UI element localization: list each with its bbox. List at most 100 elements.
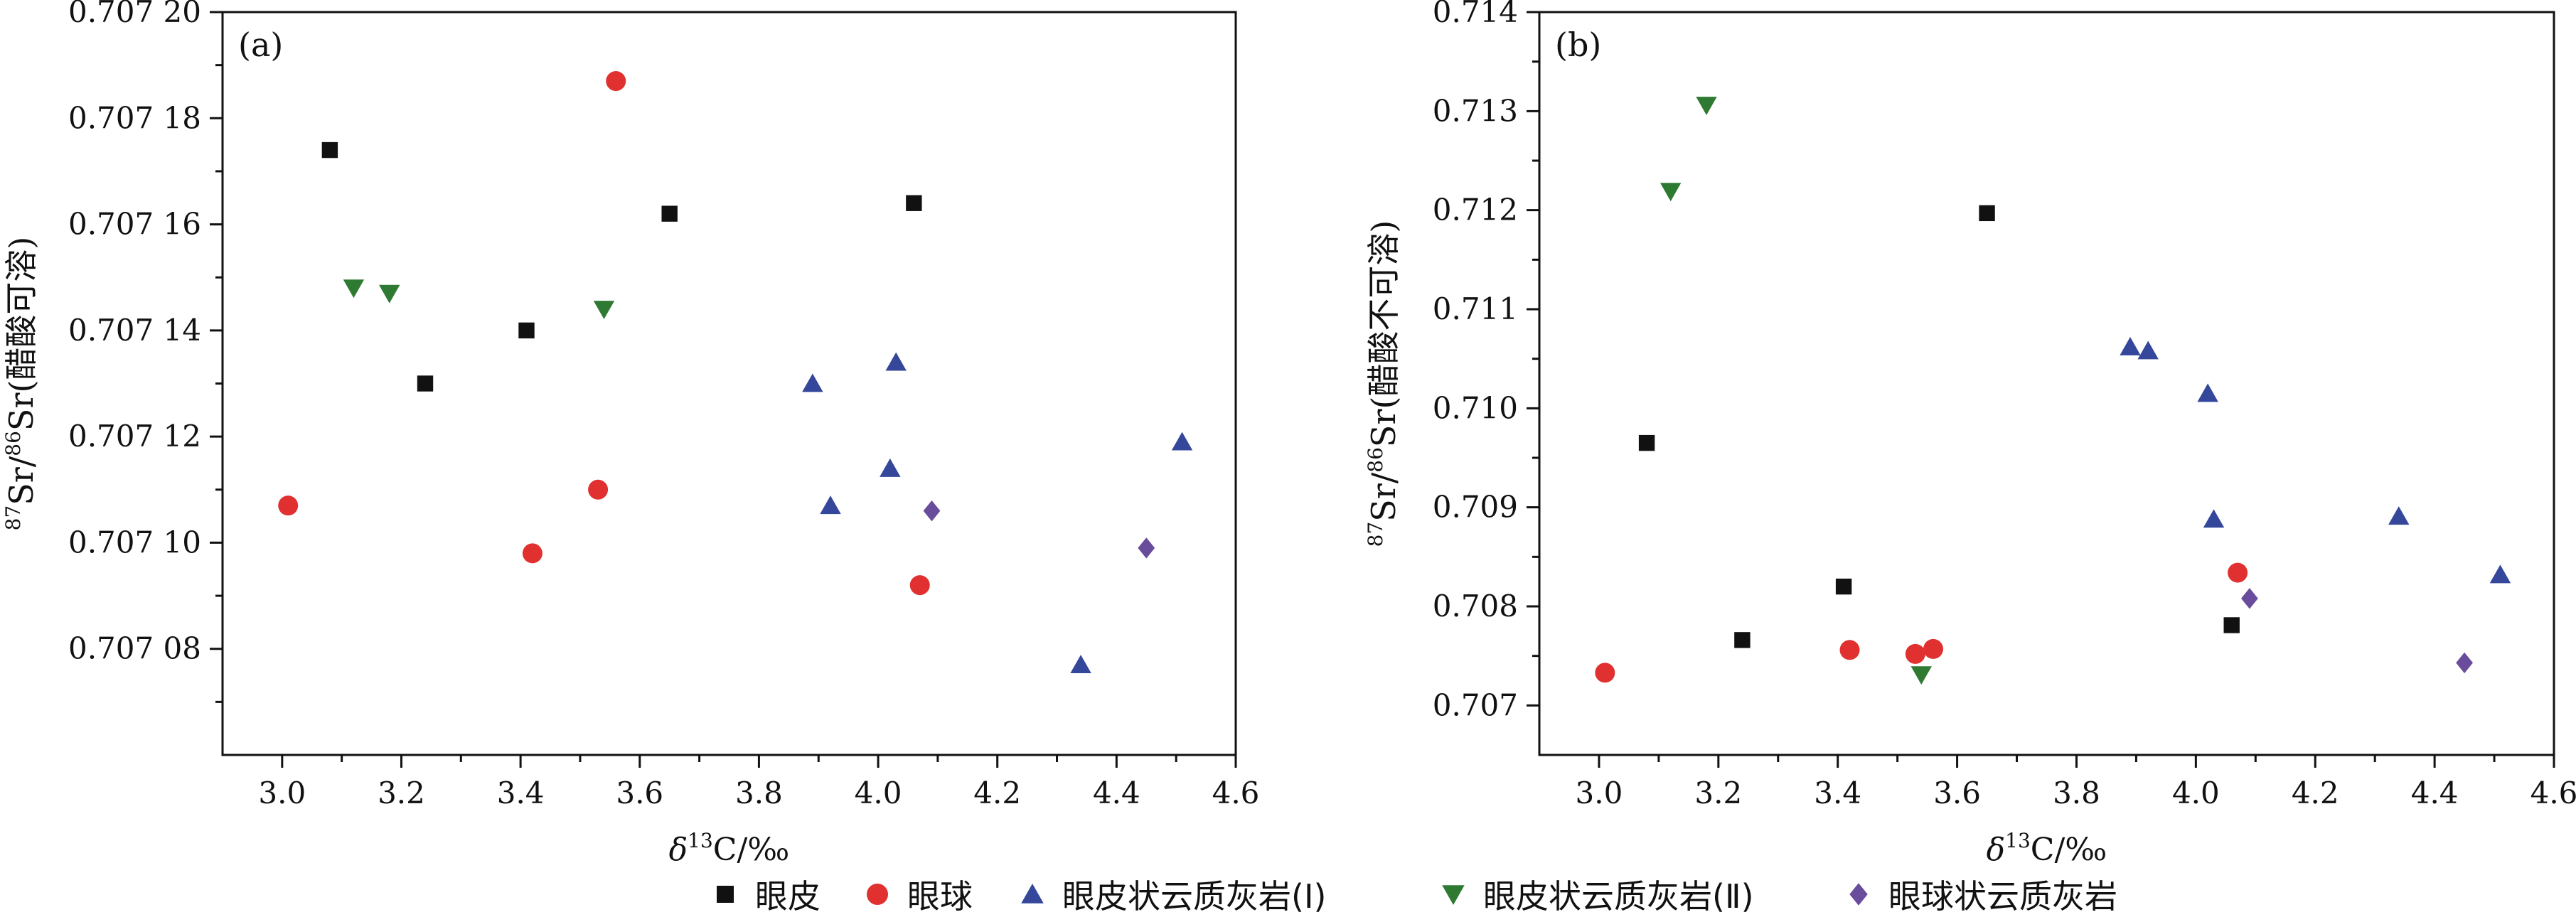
y-tick-label: 0.713 (1433, 93, 1518, 128)
x-axis-label: δ13C/‰ (1987, 829, 2107, 868)
y-tick-label: 0.707 20 (68, 0, 201, 29)
data-point-triangle-up (2120, 336, 2141, 355)
y-tick-label: 0.712 (1433, 193, 1518, 227)
data-point-triangle-down (593, 301, 615, 319)
data-point-triangle-up (1070, 655, 1091, 674)
y-tick-label: 0.710 (1433, 390, 1518, 425)
legend-marker-shape (867, 884, 888, 905)
y-tick-label: 0.708 (1433, 589, 1518, 623)
y-tick-label: 0.707 14 (68, 313, 201, 348)
data-point-square (661, 205, 678, 222)
data-point-circle (278, 495, 299, 516)
legend-triangle-up-marker (1021, 884, 1044, 904)
y-axis-label: 87Sr/86Sr(醋酸不可溶) (1364, 220, 1403, 547)
plot-frame (1538, 11, 2555, 756)
data-point-circle (588, 479, 609, 500)
y-tick-label: 0.707 08 (68, 631, 201, 666)
data-point-square (1979, 205, 1995, 222)
x-tick-label: 4.0 (855, 776, 902, 810)
x-tick-label: 3.4 (497, 776, 545, 810)
x-tick-label: 3.0 (1576, 776, 1623, 810)
data-point-circle (909, 575, 930, 596)
data-point-triangle-up (802, 373, 823, 392)
x-tick-label: 4.6 (1212, 776, 1260, 810)
legend-item-yanqiu-limestone: 眼球状云质灰岩 (1844, 873, 2117, 916)
x-tick-label: 3.6 (1933, 776, 1981, 810)
data-point-circle (1839, 640, 1860, 660)
x-tick-label: 4.0 (2172, 776, 2220, 810)
data-point-diamond (1138, 537, 1155, 559)
data-point-triangle-down (1660, 183, 1682, 202)
data-point-square (2223, 617, 2240, 633)
legend-label: 眼皮状云质灰岩(Ⅰ) (1062, 877, 1327, 916)
legend-item-yanpi-limestone-1: 眼皮状云质灰岩(Ⅰ) (1018, 873, 1326, 916)
y-tick-label: 0.707 10 (68, 525, 201, 559)
legend-item-yanqiu: 眼球 (863, 873, 973, 916)
data-point-circle (606, 71, 626, 92)
x-tick-label: 3.8 (2053, 776, 2100, 810)
data-point-circle (522, 543, 543, 564)
data-point-square (1835, 578, 1852, 595)
data-point-triangle-up (1171, 431, 1193, 451)
panel-b: 3.0 3.2 3.4 3.6 3.8 4.0 4.2 4.4 4.6 0.707 0.708 0.7… (1364, 0, 2576, 868)
legend-marker-shape (1849, 883, 1868, 906)
y-tick-label: 0.709 (1433, 490, 1518, 525)
data-point-diamond (2456, 652, 2473, 674)
panel-a: 3.0 3.2 3.4 3.6 3.8 4.0 4.2 4.4 4.6 0.707 08 0.707… (1, 0, 1259, 868)
data-point-triangle-up (820, 495, 841, 515)
data-point-triangle-down (1910, 666, 1932, 685)
legend-item-yanpi: 眼皮 (711, 873, 821, 916)
data-point-circle (2228, 562, 2248, 583)
data-point-triangle-down (1696, 97, 1717, 115)
legend-label: 眼皮 (755, 877, 821, 916)
plot-frame (221, 11, 1237, 756)
data-point-circle (1905, 643, 1925, 664)
data-point-square (417, 375, 434, 392)
y-tick-label: 0.707 12 (68, 419, 201, 454)
legend-label: 眼球状云质灰岩 (1888, 877, 2117, 916)
y-tick-label: 0.707 16 (68, 207, 201, 242)
panel-label: (b) (1555, 26, 1601, 64)
y-tick-label: 0.714 (1433, 0, 1518, 29)
data-point-triangle-down (379, 284, 400, 304)
data-point-circle (1923, 638, 1944, 659)
data-point-diamond (923, 500, 941, 522)
data-point-square (321, 141, 338, 159)
x-tick-label: 3.0 (258, 776, 306, 810)
data-point-triangle-up (880, 458, 901, 477)
x-tick-label: 4.2 (973, 776, 1021, 810)
figure: 3.0 3.2 3.4 3.6 3.8 4.0 4.2 4.4 4.6 0.707 08 0.707… (1, 0, 2576, 868)
data-point-triangle-up (2203, 509, 2225, 528)
data-point-circle (1595, 663, 1615, 683)
legend: 眼皮 眼球 眼皮状云质灰岩(Ⅰ) 眼皮状云质灰岩(Ⅱ) 眼球状云质灰岩 (0, 873, 2576, 916)
data-point-triangle-up (2388, 506, 2410, 525)
data-point-triangle-up (2137, 341, 2159, 360)
legend-label: 眼球 (907, 877, 973, 916)
panel-label: (a) (238, 26, 283, 64)
data-point-square (518, 322, 535, 339)
data-point-triangle-up (2197, 383, 2218, 402)
y-tick-label: 0.707 (1433, 687, 1518, 722)
x-tick-label: 3.6 (616, 776, 663, 810)
data-point-triangle-down (343, 279, 365, 299)
legend-circle-marker (867, 884, 888, 905)
x-tick-label: 4.4 (2411, 776, 2459, 810)
x-tick-label: 3.2 (378, 776, 425, 810)
x-tick-label: 4.6 (2530, 776, 2576, 810)
y-axis-label: 87Sr/86Sr(醋酸可溶) (1, 237, 41, 531)
x-tick-label: 3.2 (1694, 776, 1742, 810)
legend-marker-shape (717, 886, 734, 903)
data-point-square (1638, 434, 1655, 451)
legend-marker-shape (1021, 884, 1044, 904)
data-point-diamond (2241, 588, 2258, 609)
legend-label: 眼皮状云质灰岩(Ⅱ) (1483, 877, 1754, 916)
data-point-square (906, 195, 922, 211)
y-tick-label: 0.707 18 (68, 100, 201, 135)
legend-square-marker (717, 886, 734, 903)
data-point-triangle-up (885, 352, 907, 371)
x-axis-label: δ13C/‰ (669, 829, 790, 868)
x-tick-label: 4.2 (2292, 776, 2339, 810)
legend-marker-shape (1442, 885, 1465, 905)
x-tick-label: 3.4 (1814, 776, 1861, 810)
legend-item-yanpi-limestone-2: 眼皮状云质灰岩(Ⅱ) (1439, 873, 1754, 916)
